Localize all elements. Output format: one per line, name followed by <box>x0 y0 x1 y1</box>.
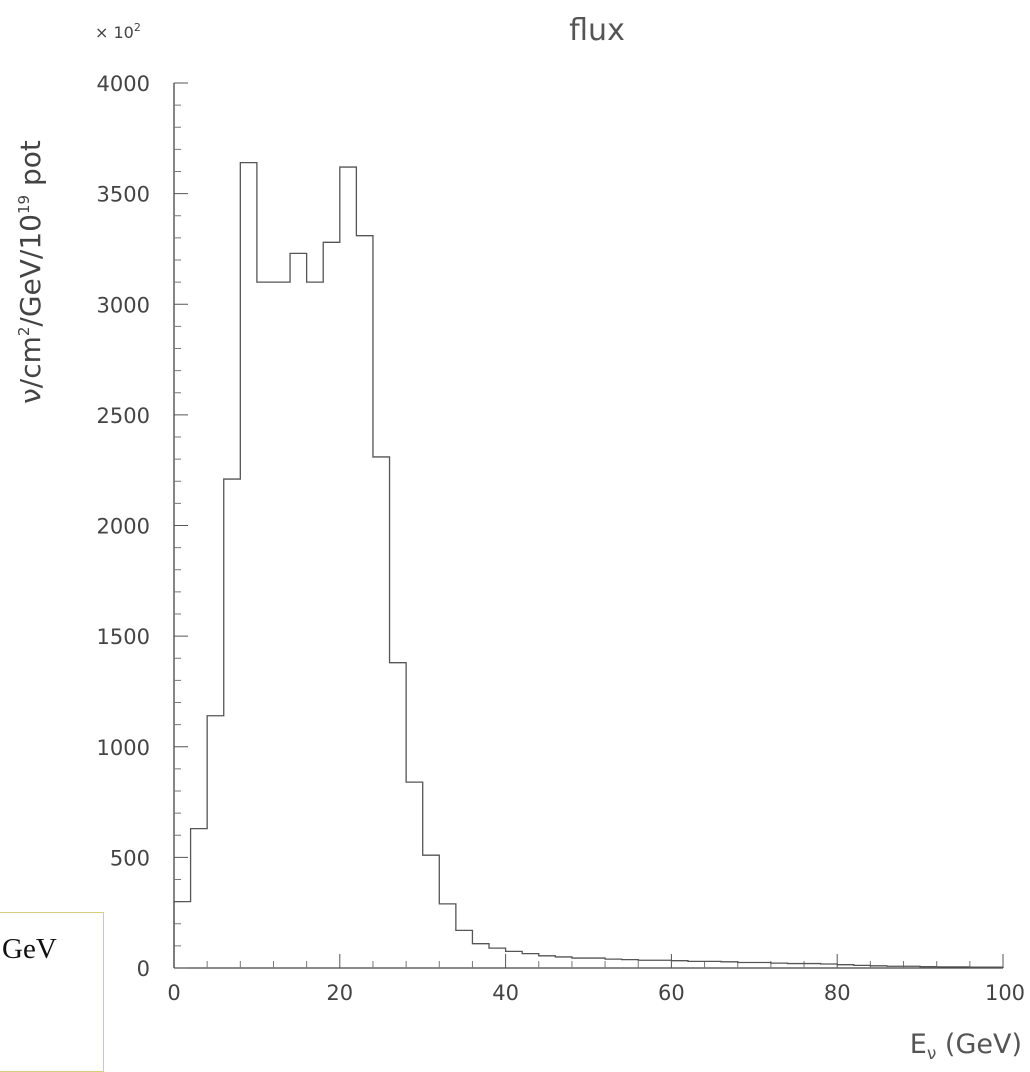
annotation-text: GeV <box>2 933 57 965</box>
histogram-bin <box>721 962 738 968</box>
histogram-bin <box>787 964 804 968</box>
histogram-bin <box>671 961 688 968</box>
histogram-bin <box>705 961 722 968</box>
histogram-bin <box>307 282 324 968</box>
x-tick-label: 20 <box>326 981 353 1005</box>
histogram-bin <box>273 282 290 968</box>
y-tick-label: 0 <box>137 957 150 981</box>
x-label-sub: ν <box>927 1044 937 1064</box>
histogram-bin <box>555 957 572 968</box>
annotation-box: GeV <box>0 912 104 1072</box>
histogram-bin <box>257 282 274 968</box>
y-tick-label: 2000 <box>97 515 150 539</box>
histogram-bin <box>373 457 390 968</box>
histogram-bin <box>572 958 589 968</box>
x-tick-label: 0 <box>167 981 180 1005</box>
histogram-bin <box>472 944 489 968</box>
histogram-bin <box>754 962 771 968</box>
histogram-bin <box>605 959 622 968</box>
histogram-bin <box>506 951 523 968</box>
y-tick-label: 1500 <box>97 625 150 649</box>
histogram-bin <box>323 242 340 968</box>
y-axis-label: ν/cm2/GeV/1019 pot <box>14 140 47 404</box>
histogram-bin <box>290 253 307 968</box>
y-tick-label: 1000 <box>97 736 150 760</box>
y-tick-label: 4000 <box>97 72 150 96</box>
histogram-bin <box>207 716 224 968</box>
x-label-suffix: (GeV) <box>936 1029 1022 1060</box>
x-ticks: 0 20 40 60 80 100 <box>167 954 1025 1005</box>
histogram-bin <box>174 902 191 968</box>
histogram-bin <box>224 479 241 968</box>
histogram-bin <box>423 855 440 968</box>
histogram-bin <box>390 663 407 968</box>
histogram-bin <box>356 236 373 968</box>
y-label-exp19: 19 <box>15 195 33 214</box>
x-axis-label: Eν (GeV) <box>910 1029 1022 1064</box>
histogram-bin <box>738 962 755 968</box>
y-scale-exponent: 2 <box>134 21 141 34</box>
y-scale-label: × 10 <box>95 23 134 42</box>
y-ticks: 0 500 1000 1500 2000 2500 3000 3500 4000 <box>97 72 188 981</box>
histogram-bin <box>622 960 639 968</box>
axes-frame <box>173 83 1003 969</box>
histogram-bin <box>522 954 539 968</box>
y-tick-label: 3000 <box>97 293 150 317</box>
histogram-bin <box>638 960 655 968</box>
x-label-main: E <box>910 1029 927 1060</box>
histogram-bin <box>539 956 556 968</box>
histogram-bin <box>340 167 357 968</box>
histogram-bin <box>804 964 821 968</box>
x-tick-label: 40 <box>492 981 519 1005</box>
histogram-bin <box>771 963 788 968</box>
histogram-bin <box>191 829 208 968</box>
x-tick-label: 100 <box>985 981 1025 1005</box>
y-tick-label: 3500 <box>97 183 150 207</box>
y-tick-label: 2500 <box>97 404 150 428</box>
histogram-bin <box>456 930 473 968</box>
x-tick-label: 60 <box>658 981 685 1005</box>
histogram-bin <box>688 961 705 968</box>
histogram-bin <box>655 960 672 968</box>
y-tick-label: 500 <box>110 846 150 870</box>
y-label-suffix: pot <box>14 140 47 195</box>
histogram-bin <box>439 904 456 968</box>
histogram-bin <box>406 782 423 968</box>
y-label-prefix: ν/cm <box>14 336 47 404</box>
histogram-bin <box>589 958 606 968</box>
histogram-bin <box>240 163 257 968</box>
histogram-bins <box>174 163 1003 968</box>
chart-title: flux <box>569 13 625 48</box>
histogram-outline <box>173 162 1004 968</box>
y-scale-factor: × 102 <box>95 21 141 42</box>
histogram-bin <box>489 948 506 968</box>
y-label-middle: /GeV/10 <box>14 214 47 327</box>
x-tick-label: 80 <box>824 981 851 1005</box>
y-label-exp2: 2 <box>15 327 33 337</box>
